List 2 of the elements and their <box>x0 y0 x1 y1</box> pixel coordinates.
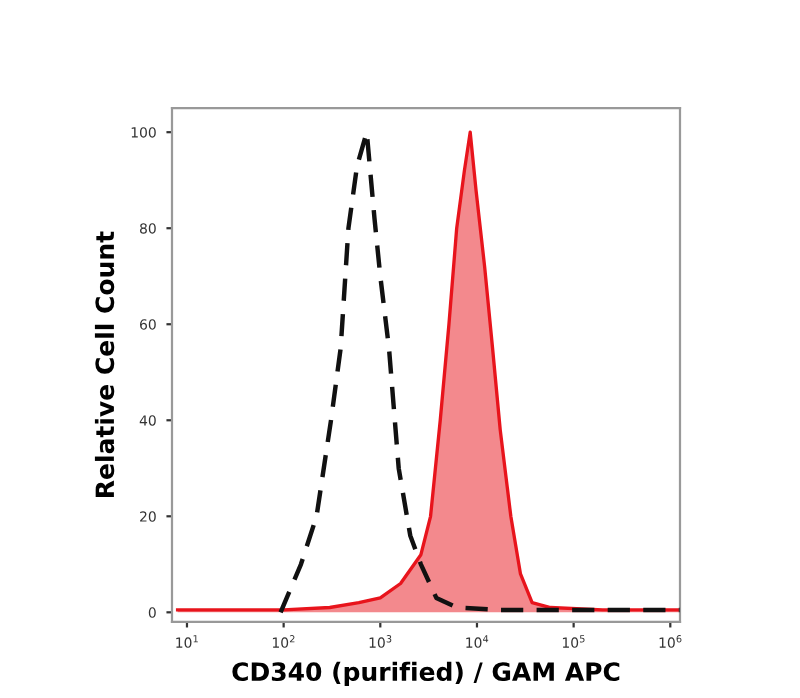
y-axis-title: Relative Cell Count <box>94 231 115 497</box>
x-axis-title: CD340 (purified) / GAM APC <box>232 661 620 686</box>
